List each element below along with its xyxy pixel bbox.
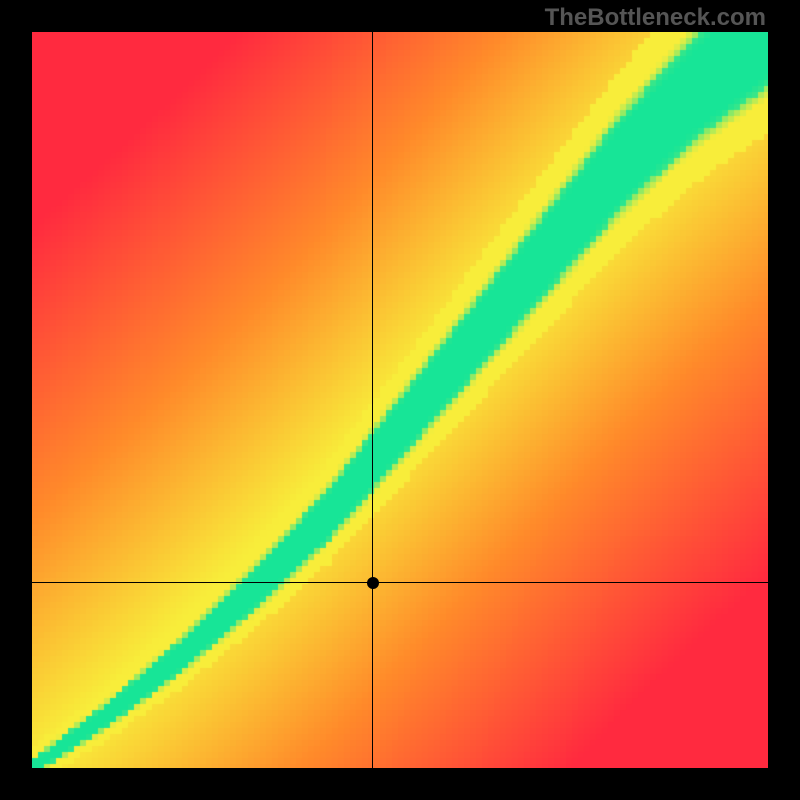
crosshair-vertical [372, 32, 373, 768]
heatmap-canvas [32, 32, 768, 768]
crosshair-horizontal [32, 582, 768, 583]
crosshair-marker [367, 577, 379, 589]
watermark-text: TheBottleneck.com [545, 4, 766, 32]
heatmap-plot [32, 32, 768, 768]
